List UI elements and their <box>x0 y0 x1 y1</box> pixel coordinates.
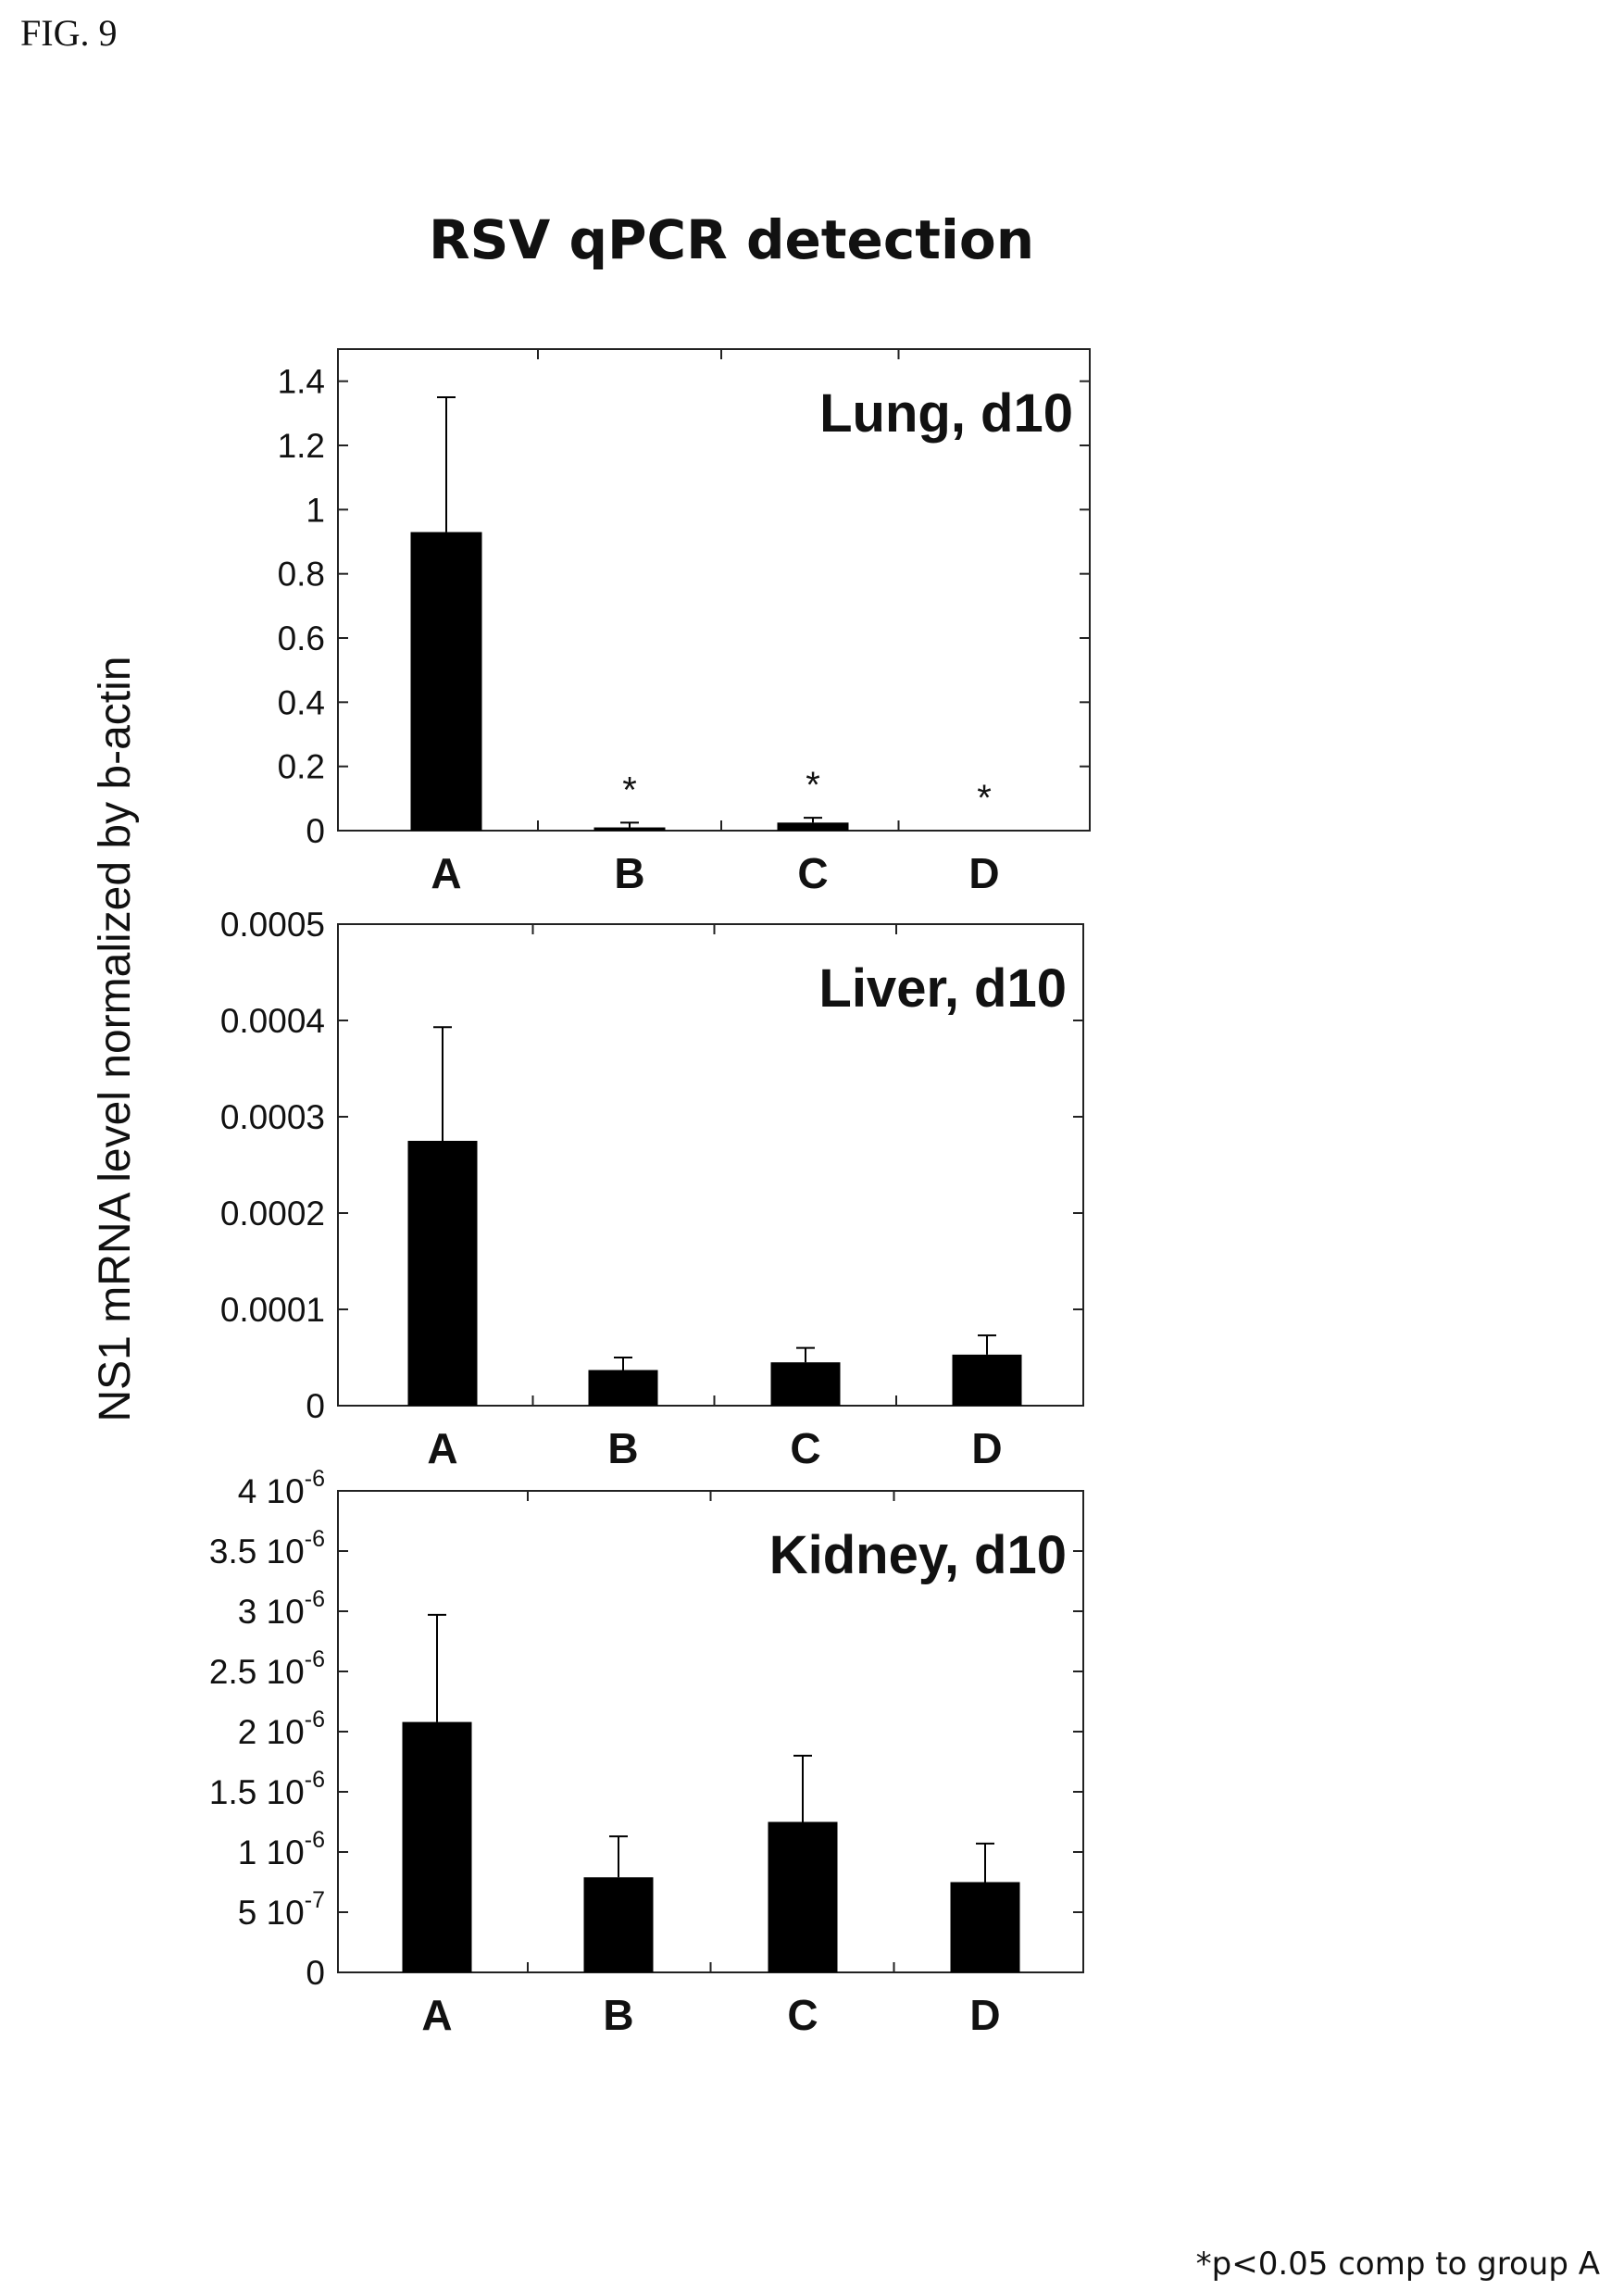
lung-ytick-label: 1 <box>306 491 325 529</box>
kidney-ytick-label: 1.5 10-6 <box>209 1767 325 1811</box>
kidney-ytick-label: 5 10-7 <box>238 1887 325 1932</box>
kidney-bar-C <box>768 1821 838 1972</box>
lung-category-label-B: B <box>614 849 644 897</box>
liver-bar-A <box>407 1141 478 1406</box>
kidney-ytick-label: 2.5 10-6 <box>209 1646 325 1691</box>
kidney-ytick-label: 3 10-6 <box>238 1586 325 1631</box>
lung-significance-D: * <box>977 778 992 819</box>
lung-ytick-label: 1.2 <box>278 427 325 465</box>
liver-panel: 0 0.0001 0.0002 0.0003 0.0004 0.0005 A B C D Liver… <box>220 906 1084 1472</box>
lung-ytick-label: 0.6 <box>278 619 325 657</box>
kidney-bar-B <box>583 1877 654 1972</box>
liver-ytick-label: 0.0004 <box>220 1002 325 1040</box>
liver-category-label-D: D <box>971 1424 1002 1472</box>
lung-category-label-C: C <box>797 849 828 897</box>
liver-plot-frame <box>337 923 1084 1407</box>
kidney-panel-title: Kidney, d10 <box>769 1525 1067 1585</box>
significance-footnote: *p<0.05 comp to group A <box>1195 2246 1600 2283</box>
kidney-ytick-label: 4 10-6 <box>238 1466 325 1510</box>
figure-label: FIG. 9 <box>20 12 118 54</box>
kidney-category-label-A: A <box>421 1991 452 2039</box>
lung-ytick-label: 1.4 <box>278 363 325 401</box>
kidney-bar-D <box>950 1882 1020 1972</box>
liver-ytick-label: 0.0001 <box>220 1291 325 1329</box>
liver-bar-C <box>770 1362 841 1406</box>
lung-bar-B <box>593 827 666 831</box>
kidney-ytick-label: 2 10-6 <box>238 1707 325 1751</box>
kidney-panel: 0 5 10-7 1 10-6 1.5 10-6 2 10-6 2.5 10-6 3 10-… <box>209 1466 1084 2039</box>
liver-ytick-label: 0 <box>306 1387 325 1425</box>
liver-category-label-A: A <box>427 1424 457 1472</box>
lung-panel-title: Lung, d10 <box>819 383 1073 444</box>
lung-ytick-label: 0 <box>306 812 325 850</box>
kidney-ytick-label: 0 <box>306 1954 325 1992</box>
lung-category-label-D: D <box>968 849 999 897</box>
liver-panel-title: Liver, d10 <box>818 958 1067 1019</box>
liver-ytick-label: 0.0005 <box>220 906 325 944</box>
lung-bar-A <box>410 532 482 831</box>
lung-ytick-label: 0.4 <box>278 683 325 721</box>
liver-ytick-label: 0.0003 <box>220 1098 325 1136</box>
lung-bar-C <box>777 822 849 831</box>
lung-ytick-label: 0.8 <box>278 556 325 594</box>
figure-title: RSV qPCR detection <box>428 208 1034 271</box>
liver-bar-B <box>588 1370 658 1406</box>
liver-category-label-B: B <box>607 1424 638 1472</box>
lung-significance-B: * <box>622 770 637 810</box>
lung-ytick-label: 0.2 <box>278 748 325 786</box>
kidney-bar-A <box>402 1721 472 1972</box>
liver-category-label-C: C <box>790 1424 820 1472</box>
lung-significance-C: * <box>806 765 820 806</box>
lung-category-label-A: A <box>431 849 461 897</box>
kidney-ytick-label: 1 10-6 <box>238 1827 325 1871</box>
lung-panel: 0 0.2 0.4 0.6 0.8 1 1.2 1.4 A B * C * D * Lung, d10 <box>278 348 1091 897</box>
lung-plot-frame <box>337 348 1091 832</box>
kidney-category-label-C: C <box>787 1991 818 2039</box>
kidney-category-label-B: B <box>603 1991 633 2039</box>
kidney-category-label-D: D <box>969 1991 1000 2039</box>
kidney-ytick-label: 3.5 10-6 <box>209 1526 325 1570</box>
liver-bar-D <box>952 1354 1022 1406</box>
liver-ytick-label: 0.0002 <box>220 1195 325 1233</box>
